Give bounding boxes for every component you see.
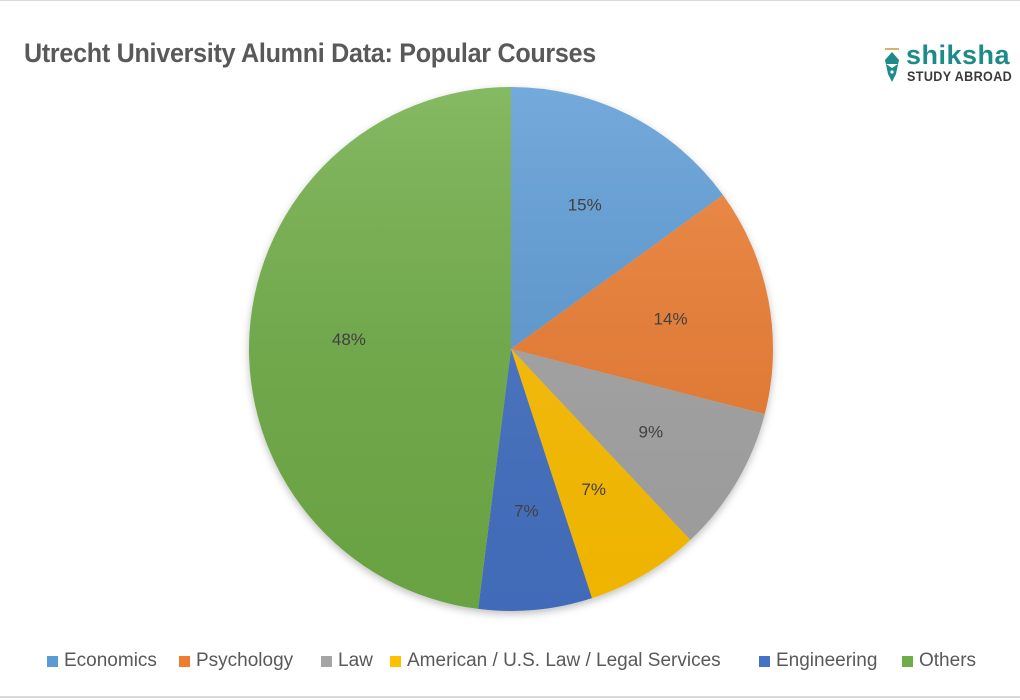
logo-brand: shiksha bbox=[906, 40, 1011, 70]
legend-swatch bbox=[390, 655, 401, 667]
shiksha-logo: shiksha STUDY ABROAD bbox=[882, 40, 1013, 90]
legend-swatch bbox=[321, 655, 332, 667]
legend-label: Others bbox=[919, 650, 977, 671]
slice-data-label: 48% bbox=[332, 330, 366, 349]
chart-legend: Economics Psychology Law American / U.S.… bbox=[0, 650, 1020, 674]
legend-swatch bbox=[179, 655, 190, 667]
legend-item-law: Law bbox=[321, 650, 373, 672]
legend-label: Psychology bbox=[196, 650, 294, 671]
legend-label: Law bbox=[338, 650, 373, 671]
legend-item-others: Others bbox=[902, 650, 976, 672]
chart-title: Utrecht University Alumni Data: Popular … bbox=[24, 38, 596, 68]
legend-swatch bbox=[759, 655, 770, 667]
legend-label: Economics bbox=[64, 650, 157, 671]
pie-chart: 15% 14% 9% 7% 7% 48% bbox=[248, 87, 773, 611]
legend-item-american-law: American / U.S. Law / Legal Services bbox=[390, 650, 721, 672]
slice-data-label: 15% bbox=[568, 195, 602, 214]
slice-data-label: 7% bbox=[581, 480, 606, 499]
slice-data-label: 9% bbox=[639, 423, 664, 442]
legend-swatch bbox=[902, 655, 913, 667]
logo-tagline: STUDY ABROAD bbox=[907, 68, 1013, 84]
slice-data-label: 7% bbox=[514, 502, 539, 521]
legend-swatch bbox=[47, 655, 58, 667]
legend-label: American / U.S. Law / Legal Services bbox=[407, 650, 721, 671]
frame-top-border bbox=[0, 0, 1020, 1]
legend-item-engineering: Engineering bbox=[759, 650, 877, 672]
legend-item-psychology: Psychology bbox=[179, 650, 293, 672]
pie-slice-others bbox=[248, 87, 511, 609]
legend-label: Engineering bbox=[776, 650, 878, 671]
frame-bottom-border bbox=[0, 696, 1020, 698]
slice-data-label: 14% bbox=[654, 310, 688, 329]
pen-nib-icon bbox=[885, 48, 899, 82]
legend-item-economics: Economics bbox=[47, 650, 157, 672]
